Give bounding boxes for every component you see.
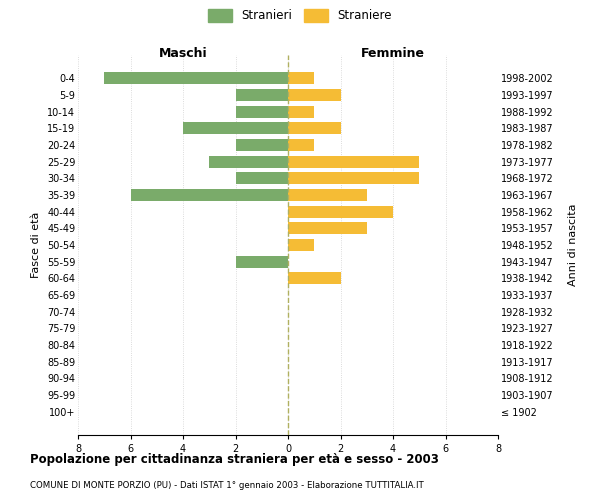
Bar: [235, 106, 288, 118]
Y-axis label: Anni di nascita: Anni di nascita: [568, 204, 578, 286]
Bar: [235, 256, 288, 268]
Text: Popolazione per cittadinanza straniera per età e sesso - 2003: Popolazione per cittadinanza straniera p…: [30, 452, 439, 466]
Bar: [288, 272, 341, 284]
Bar: [209, 156, 288, 168]
Bar: [288, 156, 419, 168]
Text: Maschi: Maschi: [158, 47, 208, 60]
Bar: [288, 89, 341, 101]
Bar: [288, 139, 314, 151]
Bar: [130, 189, 288, 201]
Bar: [288, 72, 314, 85]
Legend: Stranieri, Straniere: Stranieri, Straniere: [205, 6, 395, 26]
Bar: [288, 222, 367, 234]
Bar: [288, 172, 419, 184]
Bar: [235, 89, 288, 101]
Text: Femmine: Femmine: [361, 47, 425, 60]
Text: COMUNE DI MONTE PORZIO (PU) - Dati ISTAT 1° gennaio 2003 - Elaborazione TUTTITAL: COMUNE DI MONTE PORZIO (PU) - Dati ISTAT…: [30, 480, 424, 490]
Bar: [183, 122, 288, 134]
Bar: [288, 189, 367, 201]
Bar: [235, 172, 288, 184]
Bar: [104, 72, 288, 85]
Bar: [288, 122, 341, 134]
Bar: [288, 106, 314, 118]
Bar: [288, 206, 393, 218]
Y-axis label: Fasce di età: Fasce di età: [31, 212, 41, 278]
Bar: [288, 239, 314, 251]
Bar: [235, 139, 288, 151]
